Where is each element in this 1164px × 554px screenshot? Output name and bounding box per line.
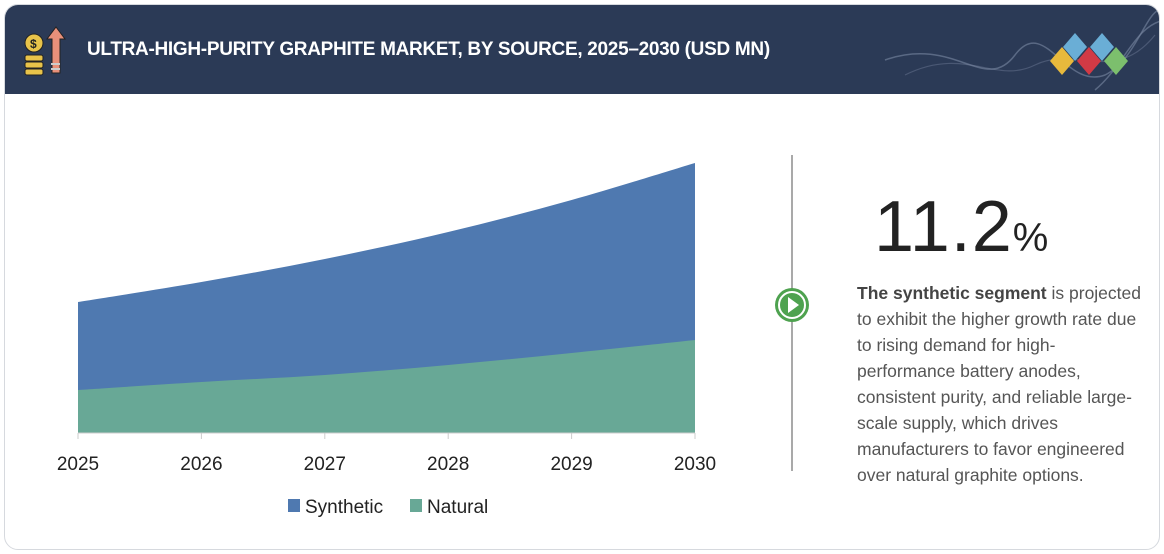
x-tick-label: 2026 [180,454,222,475]
highlight-description: The synthetic segment is projected to ex… [857,280,1147,488]
x-tick-label: 2028 [427,454,469,475]
legend-label-natural: Natural [427,497,488,518]
legend-swatch-synthetic [288,499,300,512]
header-bar: $ ULTRA-HIGH-PURITY GRAPHITE MARKET, BY … [5,5,1159,94]
legend-label-synthetic: Synthetic [305,497,383,518]
growth-rate-unit: % [1012,216,1050,260]
infographic-card: $ ULTRA-HIGH-PURITY GRAPHITE MARKET, BY … [4,4,1160,550]
decor-waves-and-logo: $ [24,9,1159,91]
play-arrow-icon [775,288,809,322]
description-text: is projected to exhibit the higher growt… [857,283,1141,485]
growth-rate-value: 11.2 [874,187,1013,267]
x-tick-label: 2025 [57,454,99,475]
chart-title: ULTRA-HIGH-PURITY GRAPHITE MARKET, BY SO… [87,39,770,60]
area-natural [78,340,695,433]
description-bold: The synthetic segment [857,283,1047,303]
brand-logo-icon [1050,33,1128,75]
x-tick-label: 2027 [304,454,346,475]
growth-rate: 11.2% [874,186,1049,268]
money-growth-icon: $ [24,26,66,76]
legend-swatch-natural [410,499,422,512]
x-tick-label: 2030 [674,454,716,475]
svg-text:$: $ [30,37,37,51]
x-tick-label: 2029 [550,454,592,475]
